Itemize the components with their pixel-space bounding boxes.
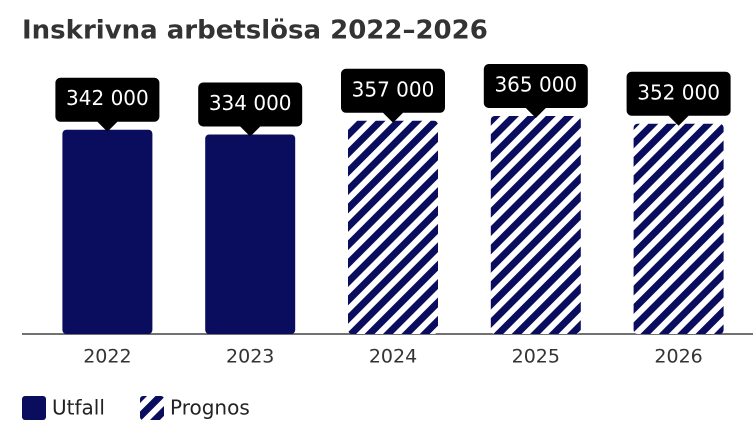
legend-label: Utfall [52, 396, 105, 420]
legend-swatch [140, 396, 164, 420]
bar [62, 129, 153, 334]
bar [348, 120, 438, 335]
legend-label: Prognos [170, 396, 250, 420]
x-tick-label: 2022 [83, 346, 131, 368]
chart-title: Inskrivna arbetslösa 2022–2026 [22, 16, 488, 46]
x-tick-label: 2023 [226, 346, 274, 368]
legend-item: Utfall [22, 396, 105, 420]
legend-item: Prognos [140, 396, 250, 420]
value-label: 334 000 [209, 91, 292, 115]
bar [205, 134, 296, 334]
value-label: 342 000 [66, 86, 149, 110]
legend-swatch [22, 396, 46, 420]
value-label-box [341, 68, 445, 123]
value-label-box [483, 64, 588, 118]
value-label-box [55, 77, 160, 132]
bar [633, 123, 724, 335]
value-label: 352 000 [637, 80, 720, 104]
value-label: 357 000 [352, 77, 435, 101]
x-tick-label: 2026 [654, 346, 702, 368]
bar [490, 116, 581, 334]
x-tick-label: 2024 [369, 346, 417, 368]
value-label-box [626, 71, 731, 126]
value-label: 365 000 [494, 73, 577, 97]
value-label-box [198, 82, 303, 137]
x-tick-label: 2025 [512, 346, 560, 368]
